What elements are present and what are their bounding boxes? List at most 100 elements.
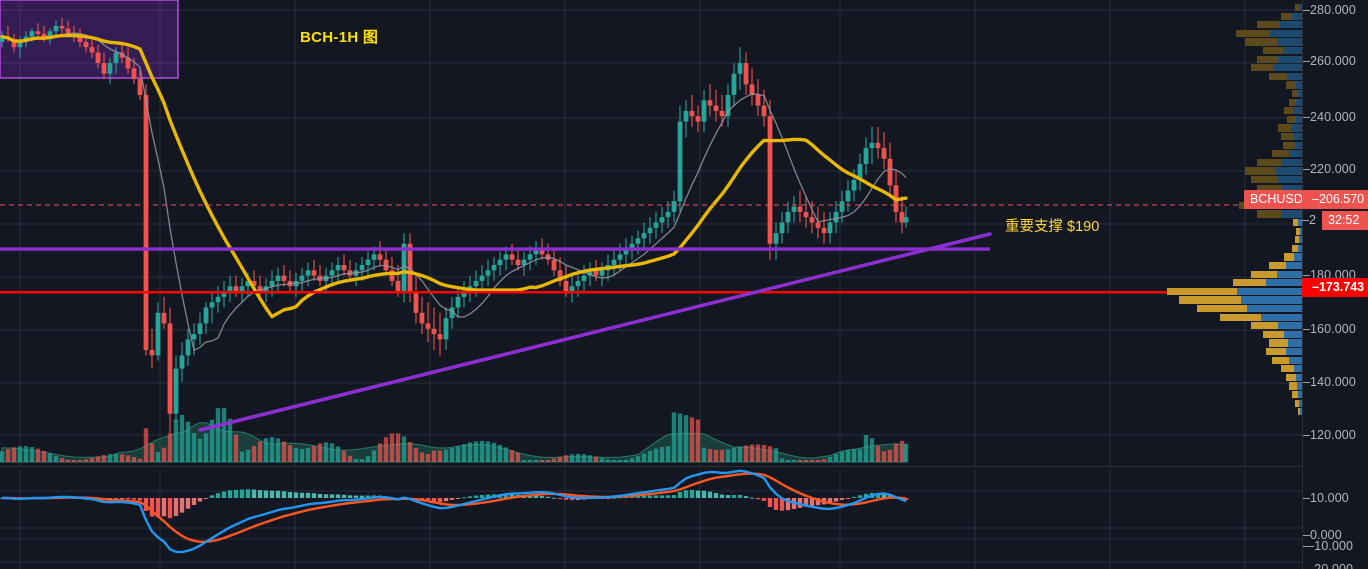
macd-hist-bar [503,493,509,498]
volume-bar [191,433,197,462]
candle-body [413,291,419,313]
candle-body [903,217,909,223]
candle-body [227,286,233,292]
macd-hist-bar [803,498,809,507]
candle-body [497,259,503,265]
macd-hist-bar [365,495,371,498]
macd-hist-bar [149,498,155,517]
macd-axis-tick: –10.000 [1303,491,1349,505]
volume-bar [287,445,293,462]
volume-bar [383,437,389,462]
volume-bar [497,444,503,462]
volume-profile-row [1152,339,1302,347]
red-level-price-tag[interactable]: –173.743 [1302,278,1368,297]
ascending-trendline[interactable] [198,232,992,432]
candle-body [827,222,833,234]
macd-pane[interactable] [0,469,1302,569]
volume-bar [791,460,797,462]
volume-bar [425,453,431,462]
macd-hist-bar [635,496,641,498]
candle-body [131,68,137,80]
volume-profile-row [1152,81,1302,89]
volume-bar [797,460,803,462]
macd-hist-bar [473,495,479,498]
volume-bar [455,446,461,462]
volume-profile-buy-bar [1266,348,1287,356]
macd-chart-canvas[interactable] [0,469,1302,569]
volume-profile-buy-bar [1263,330,1285,338]
candle-body [239,286,245,292]
candle-body [167,323,173,414]
volume-bar [59,458,65,462]
volume-bar [557,456,563,462]
volume-bar [329,443,335,462]
candle-body [329,270,335,276]
volume-bar [677,413,683,462]
last-price-tag[interactable]: –206.570 [1302,190,1368,209]
volume-profile-row [1152,98,1302,106]
volume-bar [47,453,53,462]
volume-profile-buy-bar [1245,167,1276,175]
macd-axis-tick: –-10.000 [1303,539,1354,553]
macd-hist-bar [551,497,557,499]
macd-hist-bar [353,495,359,498]
macd-hist-bar [347,495,353,498]
volume-bar [419,452,425,462]
volume-bar [275,438,281,462]
macd-hist-bar [173,498,179,516]
macd-hist-bar [641,495,647,498]
volume-bar [29,447,35,462]
pane-separator [0,466,1368,467]
volume-profile-row [1152,236,1302,244]
price-chart-canvas[interactable] [0,0,1302,466]
volume-profile-row [1152,262,1302,270]
macd-hist-bar [689,489,695,498]
volume-profile-row [1152,38,1302,46]
volume-bar [437,450,443,462]
macd-hist-bar [167,498,173,519]
chart-title-annotation: BCH-1H 图 [300,29,379,46]
volume-bar [281,441,287,462]
volume-bar [17,446,23,462]
macd-hist-bar [257,490,263,498]
candle-body [65,28,71,34]
volume-profile-buy-bar [1197,305,1248,313]
volume-bar [77,460,83,462]
volume-bar [659,447,665,462]
macd-hist-bar [815,498,821,506]
volume-profile-row [1152,305,1302,313]
candle-body [635,238,641,244]
volume-profile-row [1152,365,1302,373]
volume-bar [899,440,905,462]
volume-bar [443,449,449,462]
volume-bar [65,459,71,462]
candle-body [233,286,239,292]
price-pane[interactable] [0,0,1302,466]
volume-profile-row [1152,408,1302,416]
price-axis[interactable]: –280.000 –260.000 –240.000 –220.000 –180.000… [1302,0,1368,569]
candle-body [875,142,881,149]
candle-body [119,52,125,58]
candle-body [509,254,515,260]
volume-bar [53,456,59,462]
macd-hist-bar [179,498,185,513]
volume-bar [767,446,773,462]
volume-profile-buy-bar [1285,81,1296,89]
countdown-tag[interactable]: 32:52 [1322,211,1368,230]
volume-profile-row [1152,12,1302,20]
volume-profile-buy-bar [1269,72,1288,80]
candle-body [857,164,863,180]
candle-body [707,100,713,106]
macd-hist-bar [845,498,851,499]
volume-profile-buy-bar [1294,399,1299,407]
macd-hist-bar [131,498,137,500]
volume-profile-buy-bar [1251,270,1277,278]
candle-body [479,275,485,281]
macd-hist-bar [161,498,167,517]
volume-profile-row [1152,47,1302,55]
macd-hist-bar [677,492,683,498]
candle-body [335,265,341,271]
volume-profile-buy-bar [1294,236,1299,244]
price-axis-tick: –140.000 [1303,375,1356,389]
volume-profile-row [1152,382,1302,390]
